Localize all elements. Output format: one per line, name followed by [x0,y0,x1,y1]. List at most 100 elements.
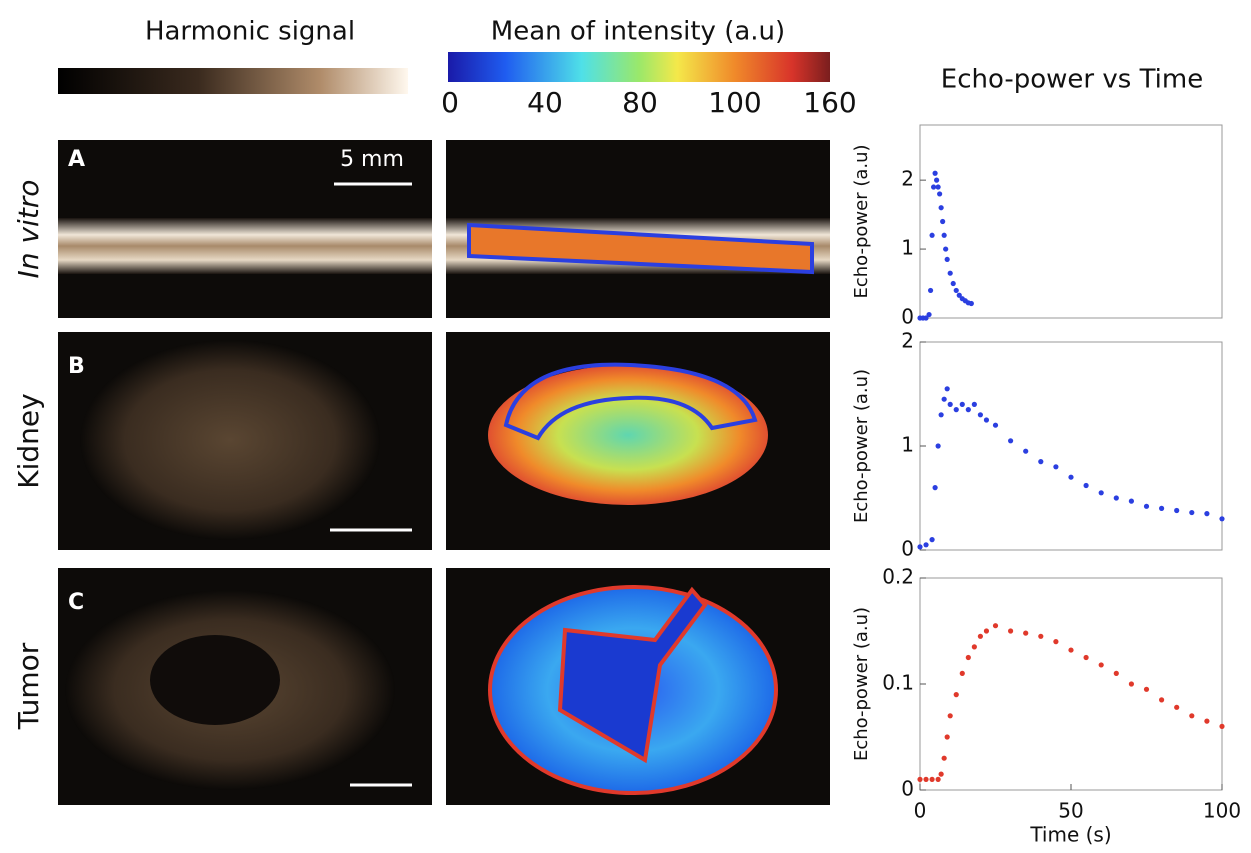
data-point [1083,482,1089,489]
y-tick-label: 2 [901,329,914,353]
data-point [1189,509,1195,516]
data-point [1098,662,1104,668]
data-point [1068,474,1074,480]
intensity-label: Mean of intensity (a.u) [491,17,785,47]
data-point [1008,438,1014,444]
y-tick-label: 0.1 [882,671,914,695]
data-point [938,771,944,777]
data-point [953,692,959,698]
data-point [983,417,990,423]
panel-label: A [68,147,85,172]
data-point [1128,681,1134,687]
data-point [968,300,974,307]
data-point [992,422,999,428]
plot-frame [919,577,1223,791]
data-point [1008,628,1014,634]
data-point [1159,697,1165,703]
data-point [923,315,929,321]
data-point [956,292,962,298]
panel-label: B [68,354,85,379]
data-point [1174,704,1180,710]
data-point [1023,630,1029,636]
tube [58,218,432,274]
data-point [965,654,971,661]
data-point [927,287,934,294]
data-point [935,184,941,190]
data-point [944,386,950,392]
y-tick-label: 0 [901,537,914,561]
colorbar-tick-label: 40 [527,86,563,119]
data-point [929,232,935,238]
data-point [1023,448,1029,454]
plot-frame [919,341,1223,551]
y-axis-label: Echo-power (a.u) [851,369,872,523]
plot-frame [919,124,1223,319]
y-tick-label: 0.2 [882,565,914,589]
data-point [1113,670,1119,677]
intensity-colorbar [448,52,830,82]
panel-label: C [68,590,84,615]
data-point [941,232,947,238]
data-point [977,633,984,639]
data-point [1143,686,1150,692]
y-tick-label: 2 [901,167,914,191]
scale-bar-label: 5 mm [340,147,404,172]
data-point [971,401,977,407]
data-point [1204,718,1210,724]
y-tick-label: 0 [901,777,914,801]
x-tick-label: 0 [914,799,927,823]
data-point [1219,723,1225,730]
data-point [935,443,941,449]
data-point [1143,503,1150,509]
data-point [937,191,943,197]
data-point [1189,713,1195,719]
data-point [940,218,946,225]
data-point [943,246,949,252]
data-point [1174,507,1180,514]
data-point [1068,647,1074,653]
x-tick-label: 50 [1058,799,1083,823]
data-point [1204,510,1210,517]
data-point [1113,495,1119,501]
data-point [930,184,937,190]
data-point [923,776,929,783]
data-point [971,644,977,650]
data-point [947,270,953,276]
data-point [959,401,965,407]
harmonic-colorbar [58,68,408,94]
data-point [1219,516,1225,522]
y-axis-label: Echo-power (a.u) [851,144,872,298]
row-label: In vitro [12,180,45,279]
data-point [953,287,959,294]
data-point [1053,639,1059,645]
y-axis-label: Echo-power (a.u) [851,607,872,761]
data-point [947,401,953,407]
data-point [944,256,950,263]
data-point [1083,654,1089,661]
data-point [917,544,923,550]
data-point [965,407,971,413]
y-tick-label: 0 [901,305,914,329]
harmonic-label: Harmonic signal [145,17,355,47]
roi [557,586,708,764]
chart-title: Echo-power vs Time [941,65,1203,95]
roi [467,222,814,275]
data-point [983,628,990,634]
data-point [926,311,932,318]
data-point [977,412,984,418]
colorbar-tick-label: 80 [622,86,658,119]
data-point [944,734,950,740]
data-point [992,623,999,629]
row-label: Tumor [12,642,45,730]
y-tick-label: 1 [901,433,914,457]
data-point [1159,505,1165,511]
kidney [80,340,380,540]
data-point [959,670,965,677]
colorbar-tick-label: 160 [803,86,856,119]
data-point [929,776,935,783]
row-label: Kidney [12,393,45,488]
data-point [953,407,959,413]
data-point [932,170,938,176]
data-point [1038,633,1044,639]
data-point [947,713,953,719]
